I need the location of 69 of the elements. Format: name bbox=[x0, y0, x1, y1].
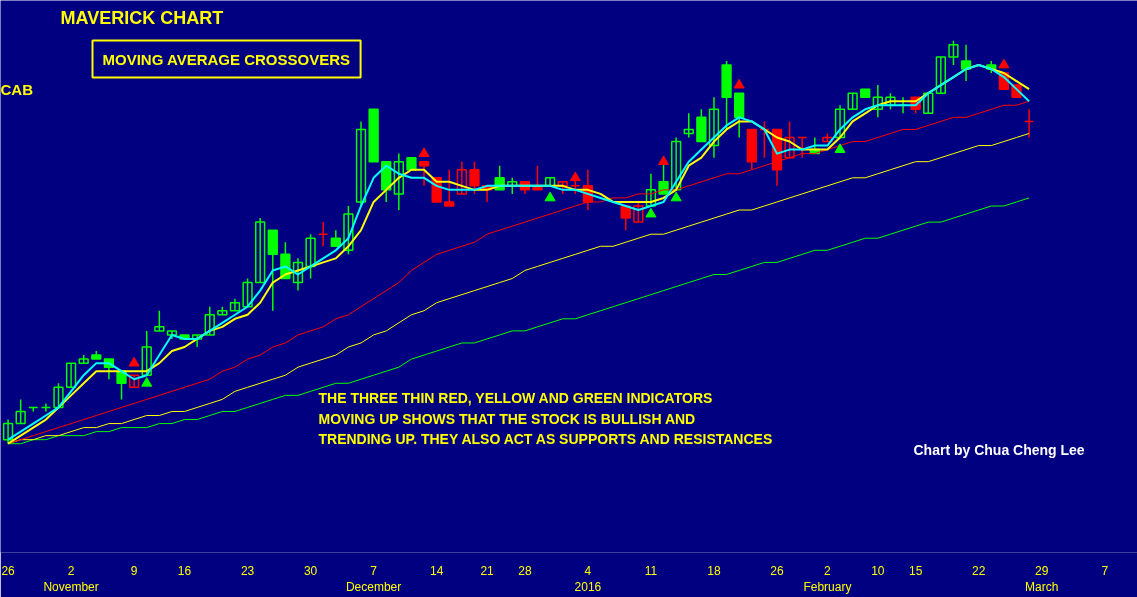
candlestick bbox=[141, 330, 152, 376]
annotation: THE THREE THIN RED, YELLOW AND GREEN INDICATORS MOVING UP SHOWS THAT THE STOCK IS BULLISH AND TRENDING UP. THEY ALSO ACT AS SUPPORTS AND RESISTANCES bbox=[318, 389, 773, 448]
candlestick bbox=[872, 84, 883, 119]
x-tick-label: 16 bbox=[177, 563, 192, 578]
candlestick bbox=[393, 152, 404, 211]
candlestick bbox=[355, 120, 367, 207]
point bbox=[128, 356, 140, 367]
candlestick bbox=[645, 173, 657, 207]
x-tick-label: 26 bbox=[1, 563, 16, 578]
candlestick bbox=[708, 96, 720, 159]
candlestick bbox=[343, 205, 354, 256]
candlestick bbox=[255, 217, 266, 284]
point bbox=[733, 78, 745, 89]
x-tick-label: 18 bbox=[707, 563, 721, 578]
annotation: Chart by Chua Cheng Lee bbox=[913, 441, 1085, 458]
x-tick-label: 7 December bbox=[345, 563, 402, 595]
point bbox=[658, 155, 670, 166]
point bbox=[670, 191, 682, 202]
candlestick bbox=[544, 177, 556, 187]
x-tick-label: 14 bbox=[429, 563, 444, 578]
point bbox=[141, 377, 153, 387]
candlestick bbox=[204, 305, 215, 336]
text: CAB bbox=[0, 80, 34, 98]
candlestick bbox=[469, 160, 480, 195]
candlestick bbox=[305, 233, 316, 280]
x-tick-label: 23 bbox=[240, 563, 255, 578]
candlestick bbox=[935, 56, 947, 94]
candlestick bbox=[670, 136, 682, 191]
x-tick-label: 10 bbox=[871, 563, 885, 578]
candlestick bbox=[418, 160, 430, 187]
candlestick bbox=[53, 382, 64, 409]
x-tick-label: 2 February bbox=[803, 563, 852, 595]
candlestick bbox=[15, 398, 26, 425]
point bbox=[569, 171, 581, 182]
x-tick-label: 15 bbox=[908, 563, 923, 578]
candlestick bbox=[923, 92, 934, 115]
x-tick-label: 2 November bbox=[43, 563, 99, 595]
x-tick-label: 21 bbox=[480, 563, 495, 578]
candlestick bbox=[633, 201, 644, 223]
annotation: MOVING AVERAGE CROSSOVERS bbox=[102, 50, 351, 68]
point bbox=[544, 191, 556, 202]
candlestick bbox=[292, 257, 304, 292]
candlestick bbox=[834, 104, 846, 139]
candlestick bbox=[784, 120, 795, 159]
x-tick-label: 26 bbox=[770, 563, 784, 578]
point bbox=[418, 147, 430, 157]
x-tick-label: 7 bbox=[1101, 563, 1109, 578]
x-tick-label: 4 2016 bbox=[574, 563, 602, 595]
candlestick bbox=[456, 160, 468, 195]
candlestick bbox=[154, 310, 165, 332]
candlestick bbox=[242, 277, 253, 308]
x-tick-label: 11 bbox=[644, 563, 658, 578]
point bbox=[645, 207, 657, 218]
point bbox=[834, 143, 846, 153]
point bbox=[998, 58, 1010, 69]
candlestick bbox=[948, 40, 959, 66]
candlestick bbox=[229, 297, 241, 312]
candlestick bbox=[191, 334, 203, 348]
chart-title: MAVERICK CHART bbox=[60, 8, 224, 28]
candlestick bbox=[444, 168, 455, 207]
x-tick-label: 29 March bbox=[1025, 563, 1059, 595]
candlestick bbox=[128, 374, 140, 389]
x-tick-label: 22 bbox=[972, 563, 986, 578]
x-tick-label: 30 bbox=[303, 563, 318, 578]
candlestick bbox=[2, 418, 14, 445]
candlestick bbox=[65, 362, 77, 389]
x-tick-label: 9 bbox=[130, 563, 138, 578]
x-tick-label: 28 bbox=[518, 563, 532, 578]
candlestick bbox=[683, 112, 694, 139]
